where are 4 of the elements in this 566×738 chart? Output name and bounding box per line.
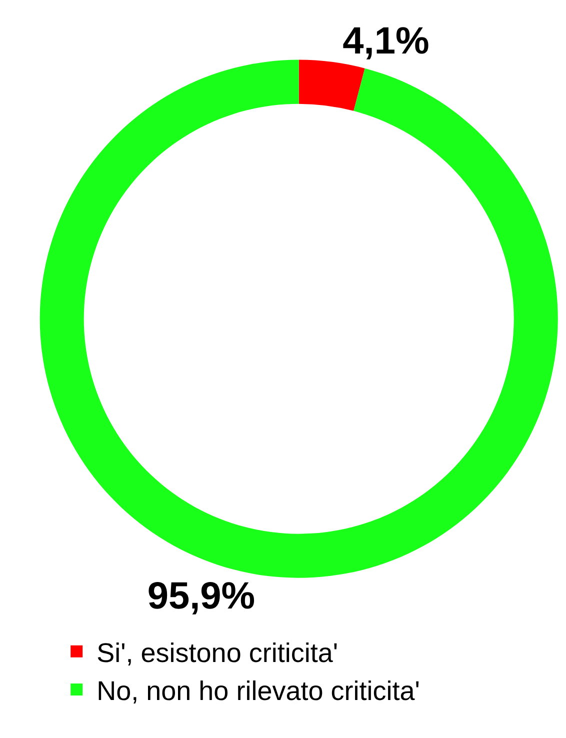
data-label: 4,1% — [342, 20, 430, 62]
legend-label: No, non ho rilevato criticita' — [96, 676, 420, 706]
data-label: 95,9% — [147, 575, 256, 618]
legend-label: Si', esistono criticita' — [96, 638, 338, 668]
